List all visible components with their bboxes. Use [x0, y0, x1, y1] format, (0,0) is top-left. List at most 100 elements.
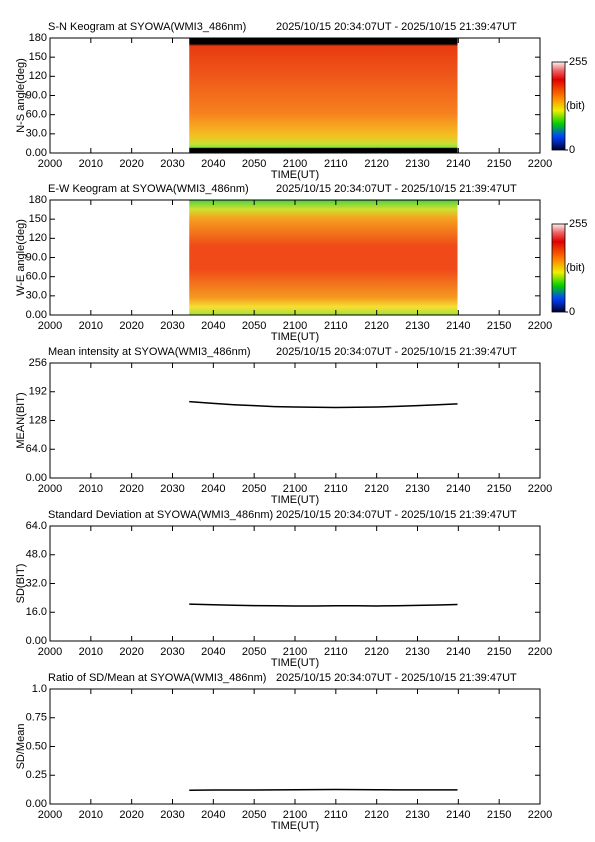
- x-tick-label: 2110: [324, 483, 348, 495]
- colorbar: [551, 61, 566, 151]
- x-tick-label: 2130: [405, 158, 429, 170]
- plot-frame: [49, 362, 541, 479]
- x-tick-label: 2010: [79, 320, 103, 332]
- x-tick-label: 2000: [38, 320, 62, 332]
- x-tick-label: 2050: [242, 646, 266, 658]
- y-tick-label: 30.0: [26, 290, 47, 302]
- x-tick-label: 2150: [487, 646, 511, 658]
- x-tick-label: 2100: [283, 646, 307, 658]
- x-axis-label: TIME(UT): [271, 331, 319, 343]
- x-tick-label: 2140: [446, 158, 470, 170]
- x-tick-label: 2150: [487, 809, 511, 821]
- x-tick-label: 2120: [364, 320, 388, 332]
- x-tick-label: 2030: [160, 646, 184, 658]
- panel-subtitle: 2025/10/15 20:34:07UT - 2025/10/15 21:39…: [276, 509, 517, 521]
- y-tick-label: 90.0: [26, 251, 47, 263]
- x-tick-label: 2000: [38, 809, 62, 821]
- x-tick-label: 2150: [487, 483, 511, 495]
- y-axis-label: W-E angle(deg): [15, 219, 27, 296]
- y-axis-label: SD(BIT): [15, 564, 27, 604]
- x-tick-label: 2200: [528, 320, 552, 332]
- y-tick-label: 128: [29, 414, 47, 426]
- x-tick-label: 2200: [528, 483, 552, 495]
- x-tick-label: 2050: [242, 809, 266, 821]
- panel-subtitle: 2025/10/15 20:34:07UT - 2025/10/15 21:39…: [276, 672, 517, 684]
- y-tick-label: 32.0: [26, 577, 47, 589]
- x-tick-label: 2000: [38, 483, 62, 495]
- x-tick-label: 2040: [201, 646, 225, 658]
- x-tick-label: 2110: [324, 320, 348, 332]
- y-tick-label: 0.00: [26, 798, 47, 810]
- x-axis-label: TIME(UT): [271, 657, 319, 669]
- colorbar-tick-label: 255: [569, 218, 587, 230]
- x-axis-label: TIME(UT): [271, 820, 319, 832]
- panel-title: Ratio of SD/Mean at SYOWA(WMI3_486nm): [48, 672, 266, 684]
- x-tick-label: 2050: [242, 483, 266, 495]
- x-tick-label: 2020: [119, 483, 143, 495]
- panel-title: Mean intensity at SYOWA(WMI3_486nm): [48, 346, 251, 358]
- panel-title: Standard Deviation at SYOWA(WMI3_486nm): [48, 509, 273, 521]
- y-tick-label: 0.00: [26, 635, 47, 647]
- x-tick-label: 2150: [487, 320, 511, 332]
- x-tick-label: 2110: [324, 809, 348, 821]
- y-tick-label: 60.0: [26, 109, 47, 121]
- x-tick-label: 2100: [283, 320, 307, 332]
- x-tick-label: 2050: [242, 158, 266, 170]
- panel-subtitle: 2025/10/15 20:34:07UT - 2025/10/15 21:39…: [276, 346, 517, 358]
- x-tick-label: 2100: [283, 483, 307, 495]
- x-tick-label: 2130: [405, 483, 429, 495]
- x-tick-label: 2020: [119, 320, 143, 332]
- x-tick-label: 2010: [79, 483, 103, 495]
- x-tick-label: 2110: [324, 646, 348, 658]
- y-tick-label: 0.00: [26, 309, 47, 321]
- panel-title: E-W Keogram at SYOWA(WMI3_486nm): [48, 183, 249, 195]
- y-tick-label: 1.0: [32, 683, 47, 695]
- panel-subtitle: 2025/10/15 20:34:07UT - 2025/10/15 21:39…: [276, 183, 517, 195]
- x-tick-label: 2130: [405, 809, 429, 821]
- x-tick-label: 2000: [38, 646, 62, 658]
- x-tick-label: 2040: [201, 809, 225, 821]
- x-tick-label: 2120: [364, 158, 388, 170]
- colorbar-tick-label: 0: [569, 144, 575, 156]
- x-tick-label: 2130: [405, 320, 429, 332]
- colorbar-tick-label: 0: [569, 306, 575, 318]
- y-axis-label: SD/Mean: [15, 724, 27, 770]
- x-tick-label: 2100: [283, 809, 307, 821]
- x-tick-label: 2050: [242, 320, 266, 332]
- y-tick-label: 64.0: [26, 443, 47, 455]
- x-tick-label: 2040: [201, 483, 225, 495]
- y-axis-label: MEAN(BIT): [15, 392, 27, 448]
- x-tick-label: 2020: [119, 646, 143, 658]
- y-tick-label: 16.0: [26, 606, 47, 618]
- x-tick-label: 2040: [201, 158, 225, 170]
- x-tick-label: 2140: [446, 320, 470, 332]
- x-tick-label: 2010: [79, 809, 103, 821]
- x-tick-label: 2130: [405, 646, 429, 658]
- colorbar-label: (bit): [566, 262, 585, 274]
- panel-title: S-N Keogram at SYOWA(WMI3_486nm): [48, 21, 246, 33]
- x-tick-label: 2110: [324, 158, 348, 170]
- y-tick-label: 150: [29, 51, 47, 63]
- x-tick-label: 2150: [487, 158, 511, 170]
- x-tick-label: 2200: [528, 158, 552, 170]
- x-tick-label: 2140: [446, 646, 470, 658]
- x-axis-label: TIME(UT): [271, 494, 319, 506]
- x-tick-label: 2120: [364, 809, 388, 821]
- y-tick-label: 0.25: [26, 769, 47, 781]
- y-tick-label: 0.00: [26, 147, 47, 159]
- x-axis-label: TIME(UT): [271, 169, 319, 181]
- y-tick-label: 64.0: [26, 520, 47, 532]
- x-tick-label: 2100: [283, 158, 307, 170]
- y-tick-label: 0.50: [26, 740, 47, 752]
- y-tick-label: 0.75: [26, 712, 47, 724]
- x-tick-label: 2140: [446, 809, 470, 821]
- x-tick-label: 2010: [79, 646, 103, 658]
- y-tick-label: 48.0: [26, 549, 47, 561]
- x-tick-label: 2020: [119, 809, 143, 821]
- x-tick-label: 2030: [160, 809, 184, 821]
- x-tick-label: 2020: [119, 158, 143, 170]
- plot-frame: [49, 525, 541, 642]
- y-tick-label: 180: [29, 194, 47, 206]
- keogram-image: [189, 38, 458, 153]
